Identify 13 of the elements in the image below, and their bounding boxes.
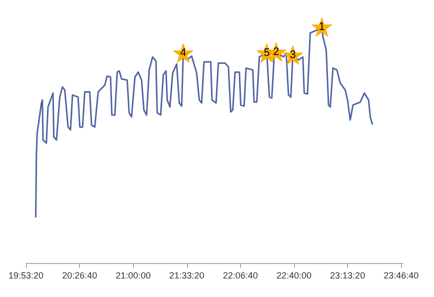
x-tick-label: 21:00:00 bbox=[116, 270, 151, 280]
annotation: 1 bbox=[318, 21, 325, 33]
x-tick-label: 22:40:00 bbox=[276, 270, 312, 280]
x-tick-label: 22:06:40 bbox=[222, 270, 258, 280]
annotation: 4 bbox=[180, 46, 186, 59]
annotation: 3 bbox=[290, 49, 296, 62]
x-tick-label: 23:13:20 bbox=[330, 270, 366, 280]
annotation: 5 bbox=[264, 46, 270, 59]
x-tick-label: 21:33:20 bbox=[169, 270, 204, 280]
x-tick-label: 20:26:40 bbox=[62, 270, 98, 280]
x-tick-label: 19:53:20 bbox=[8, 270, 44, 280]
annotation: 2 bbox=[273, 46, 280, 58]
x-tick-label: 23:46:40 bbox=[384, 270, 419, 280]
